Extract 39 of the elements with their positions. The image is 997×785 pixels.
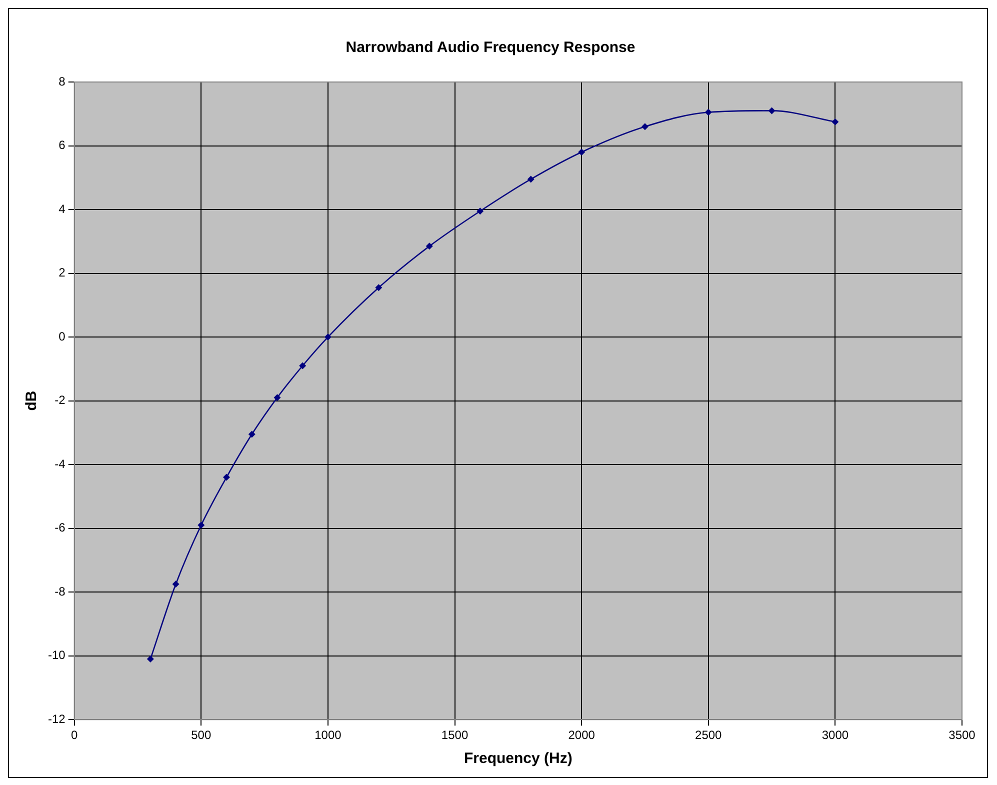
point	[578, 148, 586, 156]
point	[375, 284, 382, 292]
x-tick-label: 3500	[948, 728, 976, 742]
x-tick-label: 0	[71, 728, 78, 742]
y-tick-label: 0	[58, 329, 66, 344]
point	[426, 242, 433, 250]
point	[704, 108, 712, 116]
y-tick-label: 4	[58, 202, 66, 216]
point	[172, 580, 180, 588]
y-tick-label: 8	[58, 74, 66, 88]
chart-title: Narrowband Audio Frequency Response	[346, 39, 636, 56]
y-tick-label: -6	[54, 520, 66, 535]
x-tick-label: 1500	[441, 728, 468, 742]
y-tick-label: -10	[48, 648, 66, 662]
point	[832, 118, 839, 126]
point	[223, 474, 230, 481]
point	[527, 176, 534, 183]
x-tick-label: 1000	[314, 728, 342, 742]
point	[299, 362, 306, 370]
x-tick-label: 500	[191, 728, 212, 742]
x-tick-label: 3000	[822, 728, 849, 742]
point	[324, 334, 332, 341]
x-tick-label: 2500	[695, 728, 722, 742]
point	[476, 208, 484, 215]
y-tick-label: -12	[48, 712, 66, 726]
point	[274, 394, 281, 402]
y-axis-title: dB	[23, 390, 40, 411]
point	[768, 107, 776, 114]
y-tick-label: -4	[54, 456, 66, 471]
y-tick-label: 2	[58, 266, 66, 280]
point	[641, 123, 648, 130]
y-tick-label: -2	[54, 393, 66, 408]
y-tick-label: -8	[54, 584, 66, 598]
point	[146, 656, 154, 663]
y-tick-label: 6	[58, 138, 66, 152]
x-tick-label: 2000	[568, 728, 596, 742]
x-axis-title: Frequency (Hz)	[464, 750, 572, 768]
point	[198, 522, 205, 529]
point	[248, 430, 256, 438]
